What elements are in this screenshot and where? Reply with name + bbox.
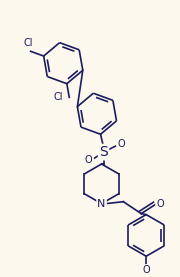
Text: N: N xyxy=(97,199,106,209)
Text: Cl: Cl xyxy=(54,92,63,102)
Text: O: O xyxy=(85,155,93,165)
Text: S: S xyxy=(99,145,108,159)
Text: O: O xyxy=(142,265,150,275)
Text: Cl: Cl xyxy=(24,38,33,48)
Text: O: O xyxy=(118,139,125,149)
Text: O: O xyxy=(156,199,164,209)
